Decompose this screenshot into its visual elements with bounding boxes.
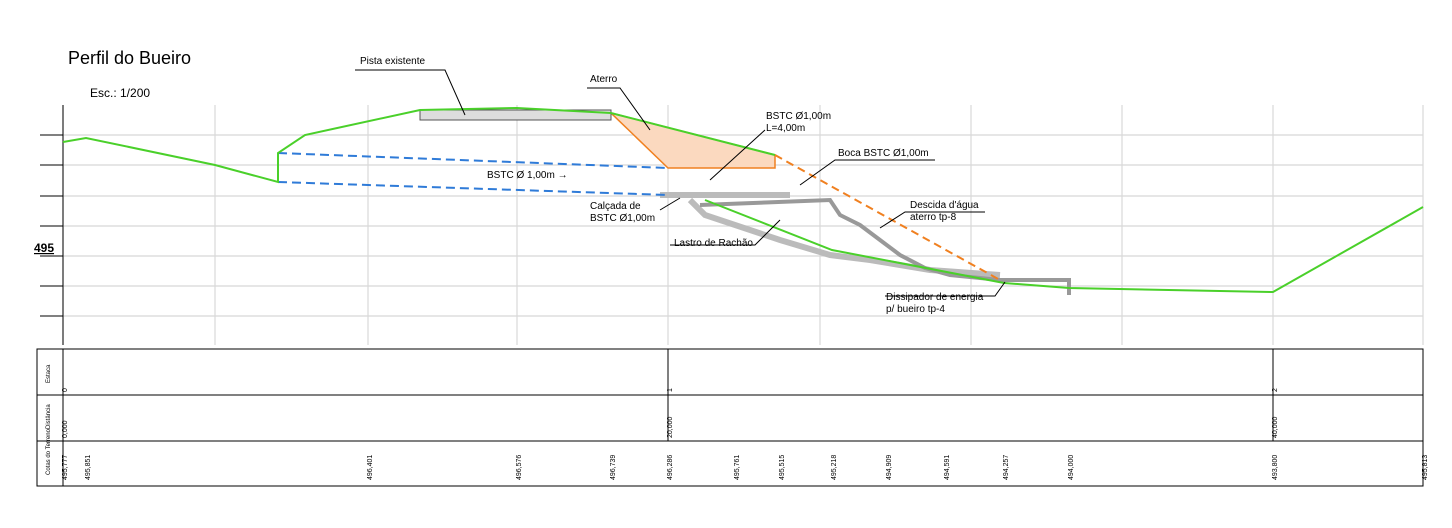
title: Perfil do Bueiro: [68, 48, 191, 68]
note: Boca BSTC Ø1,00m: [838, 148, 929, 159]
elevation: 496,739: [610, 455, 617, 480]
pipe: [277, 152, 669, 196]
elevation: 495,515: [779, 455, 786, 480]
note: aterro tp-8: [910, 212, 957, 223]
table: [36, 348, 1424, 487]
note: BSTC Ø 1,00m →: [487, 170, 568, 181]
note: Dissipador de energia: [886, 292, 984, 303]
note: Aterro: [590, 74, 618, 85]
steps: [699, 197, 1071, 295]
elevation: 495,813: [1422, 455, 1429, 480]
elevation: 495,218: [831, 455, 838, 480]
distance: 40,000: [1272, 416, 1279, 438]
row-label: Cotas do Terreno: [46, 428, 52, 475]
note: BSTC Ø1,00m: [590, 213, 655, 224]
elevation: 495,761: [734, 455, 741, 480]
station: 1: [667, 388, 674, 392]
distance: 20,000: [667, 416, 674, 438]
note: L=4,00m: [766, 123, 805, 134]
note: Pista existente: [360, 56, 425, 67]
station: 2: [1272, 388, 1279, 392]
terrain: [704, 199, 1424, 294]
elevation: 493,800: [1272, 455, 1279, 480]
note: BSTC Ø1,00m: [766, 111, 831, 122]
scale: Esc.: 1/200: [90, 86, 150, 100]
elevation: 494,909: [886, 455, 893, 480]
terrain: [62, 106, 776, 184]
elevation: 495,851: [85, 455, 92, 480]
note: p/ bueiro tp-4: [886, 304, 945, 315]
elevation: 496,576: [516, 455, 523, 480]
note: Calçada de: [590, 201, 641, 212]
station: 0: [62, 388, 69, 392]
row-label: Estaca: [46, 364, 52, 383]
elevation-label: 495: [34, 241, 54, 255]
note: Lastro de Rachão: [674, 238, 753, 249]
fill-area: [608, 111, 776, 169]
distance: 0,000: [62, 420, 69, 438]
road: [419, 109, 612, 121]
elevation: 496,401: [367, 455, 374, 480]
note: Descida d'água: [910, 200, 979, 211]
elevation: 496,286: [667, 455, 674, 480]
row-label: Distância: [46, 404, 52, 429]
elevation: 494,000: [1068, 455, 1075, 480]
elevation: 494,257: [1003, 455, 1010, 480]
elevation: 495,777: [62, 455, 69, 480]
elevation: 494,591: [944, 455, 951, 480]
